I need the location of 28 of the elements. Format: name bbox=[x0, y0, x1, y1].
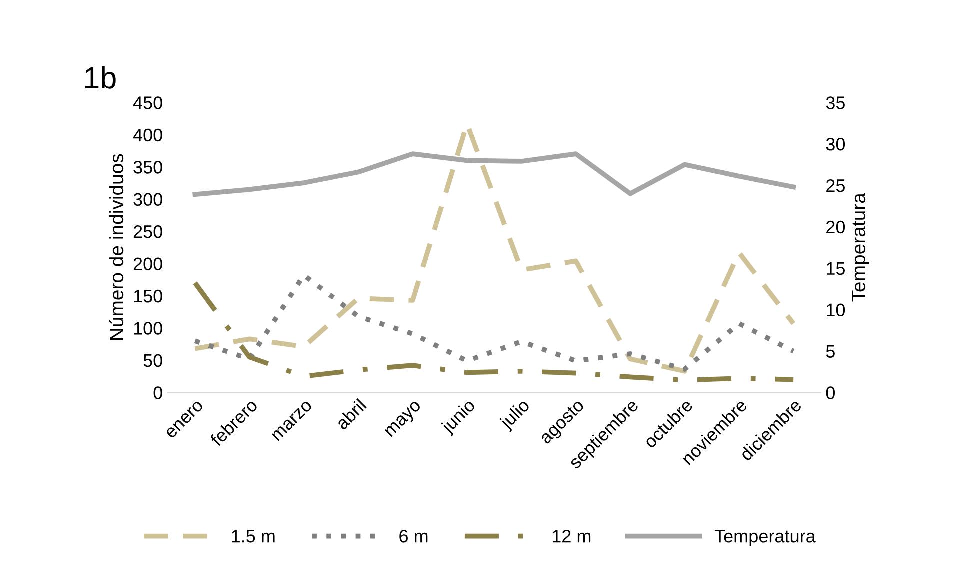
x-tick-label: julio bbox=[498, 398, 533, 432]
y2-tick-label: 0 bbox=[826, 386, 835, 400]
y2-tick-label: 5 bbox=[826, 345, 835, 358]
y-tick-label: 450 bbox=[133, 96, 162, 110]
y-tick-label: 350 bbox=[134, 161, 162, 174]
legend-label: 12 m bbox=[552, 530, 591, 543]
y-tick-label: 150 bbox=[134, 290, 162, 303]
chart-title: 1b bbox=[85, 66, 116, 89]
y2-tick-label: 35 bbox=[826, 96, 845, 110]
line-series bbox=[192, 152, 796, 198]
line-series bbox=[192, 272, 796, 372]
y-tick-label: 400 bbox=[133, 128, 162, 142]
y-tick-label: 250 bbox=[134, 225, 162, 238]
y-tick-label: 100 bbox=[134, 322, 162, 335]
y-tick-label: 200 bbox=[134, 258, 162, 270]
y2-tick-label: 20 bbox=[826, 220, 846, 234]
y2-axis-title: Temperatura bbox=[852, 193, 870, 302]
y2-tick-label: 25 bbox=[826, 179, 845, 192]
legend-label: Temperatura bbox=[714, 530, 816, 546]
y2-tick-label: 30 bbox=[826, 138, 846, 151]
legend-label: 1.5 m bbox=[232, 530, 275, 543]
y-tick-label: 0 bbox=[154, 386, 162, 400]
y-axis-title: Número de individuos bbox=[109, 154, 124, 340]
y2-tick-label: 10 bbox=[827, 304, 846, 317]
y2-tick-label: 15 bbox=[827, 262, 845, 276]
y-tick-label: 300 bbox=[134, 193, 162, 206]
y-tick-label: 50 bbox=[144, 354, 162, 368]
legend-label: 6 m bbox=[400, 530, 428, 543]
